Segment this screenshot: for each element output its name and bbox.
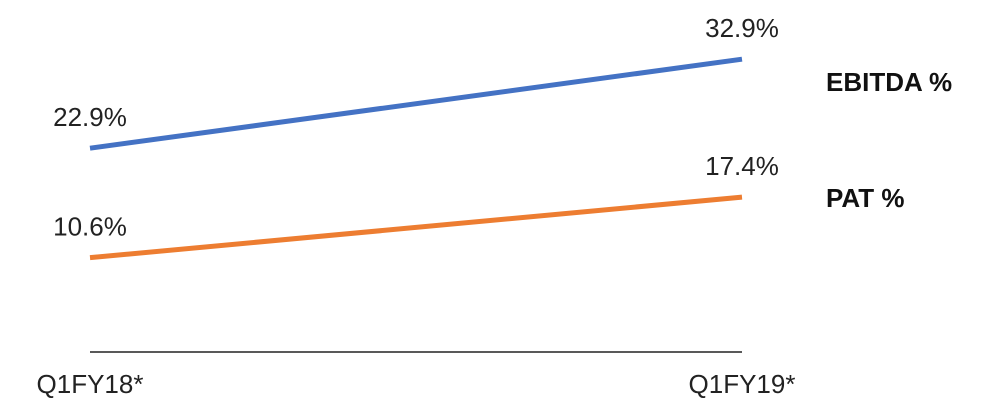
legend-label-pat: PAT %: [826, 183, 904, 213]
data-label-ebitda-0: 22.9%: [53, 102, 127, 132]
data-label-pat-1: 17.4%: [705, 151, 779, 181]
x-tick-label-q1fy18: Q1FY18*: [37, 369, 144, 399]
data-label-ebitda-1: 32.9%: [705, 13, 779, 43]
series-layer: 22.9% 32.9% 10.6% 17.4%: [53, 13, 779, 261]
data-label-pat-0: 10.6%: [53, 212, 127, 242]
series-line-pat: [89, 194, 743, 261]
series-line-ebitda: [89, 56, 743, 151]
x-tick-label-q1fy19: Q1FY19*: [689, 369, 796, 399]
legend-label-ebitda: EBITDA %: [826, 67, 952, 97]
